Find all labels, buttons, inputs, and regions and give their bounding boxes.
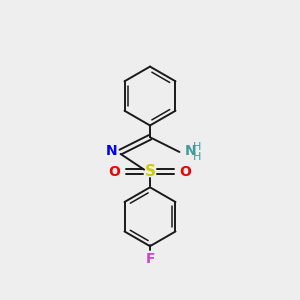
Text: H: H [193, 152, 202, 162]
Text: O: O [179, 165, 191, 178]
Text: S: S [145, 164, 155, 179]
Text: N: N [184, 144, 196, 158]
Text: F: F [145, 252, 155, 266]
Text: H: H [193, 142, 202, 152]
Text: N: N [106, 144, 118, 158]
Text: O: O [109, 165, 121, 178]
